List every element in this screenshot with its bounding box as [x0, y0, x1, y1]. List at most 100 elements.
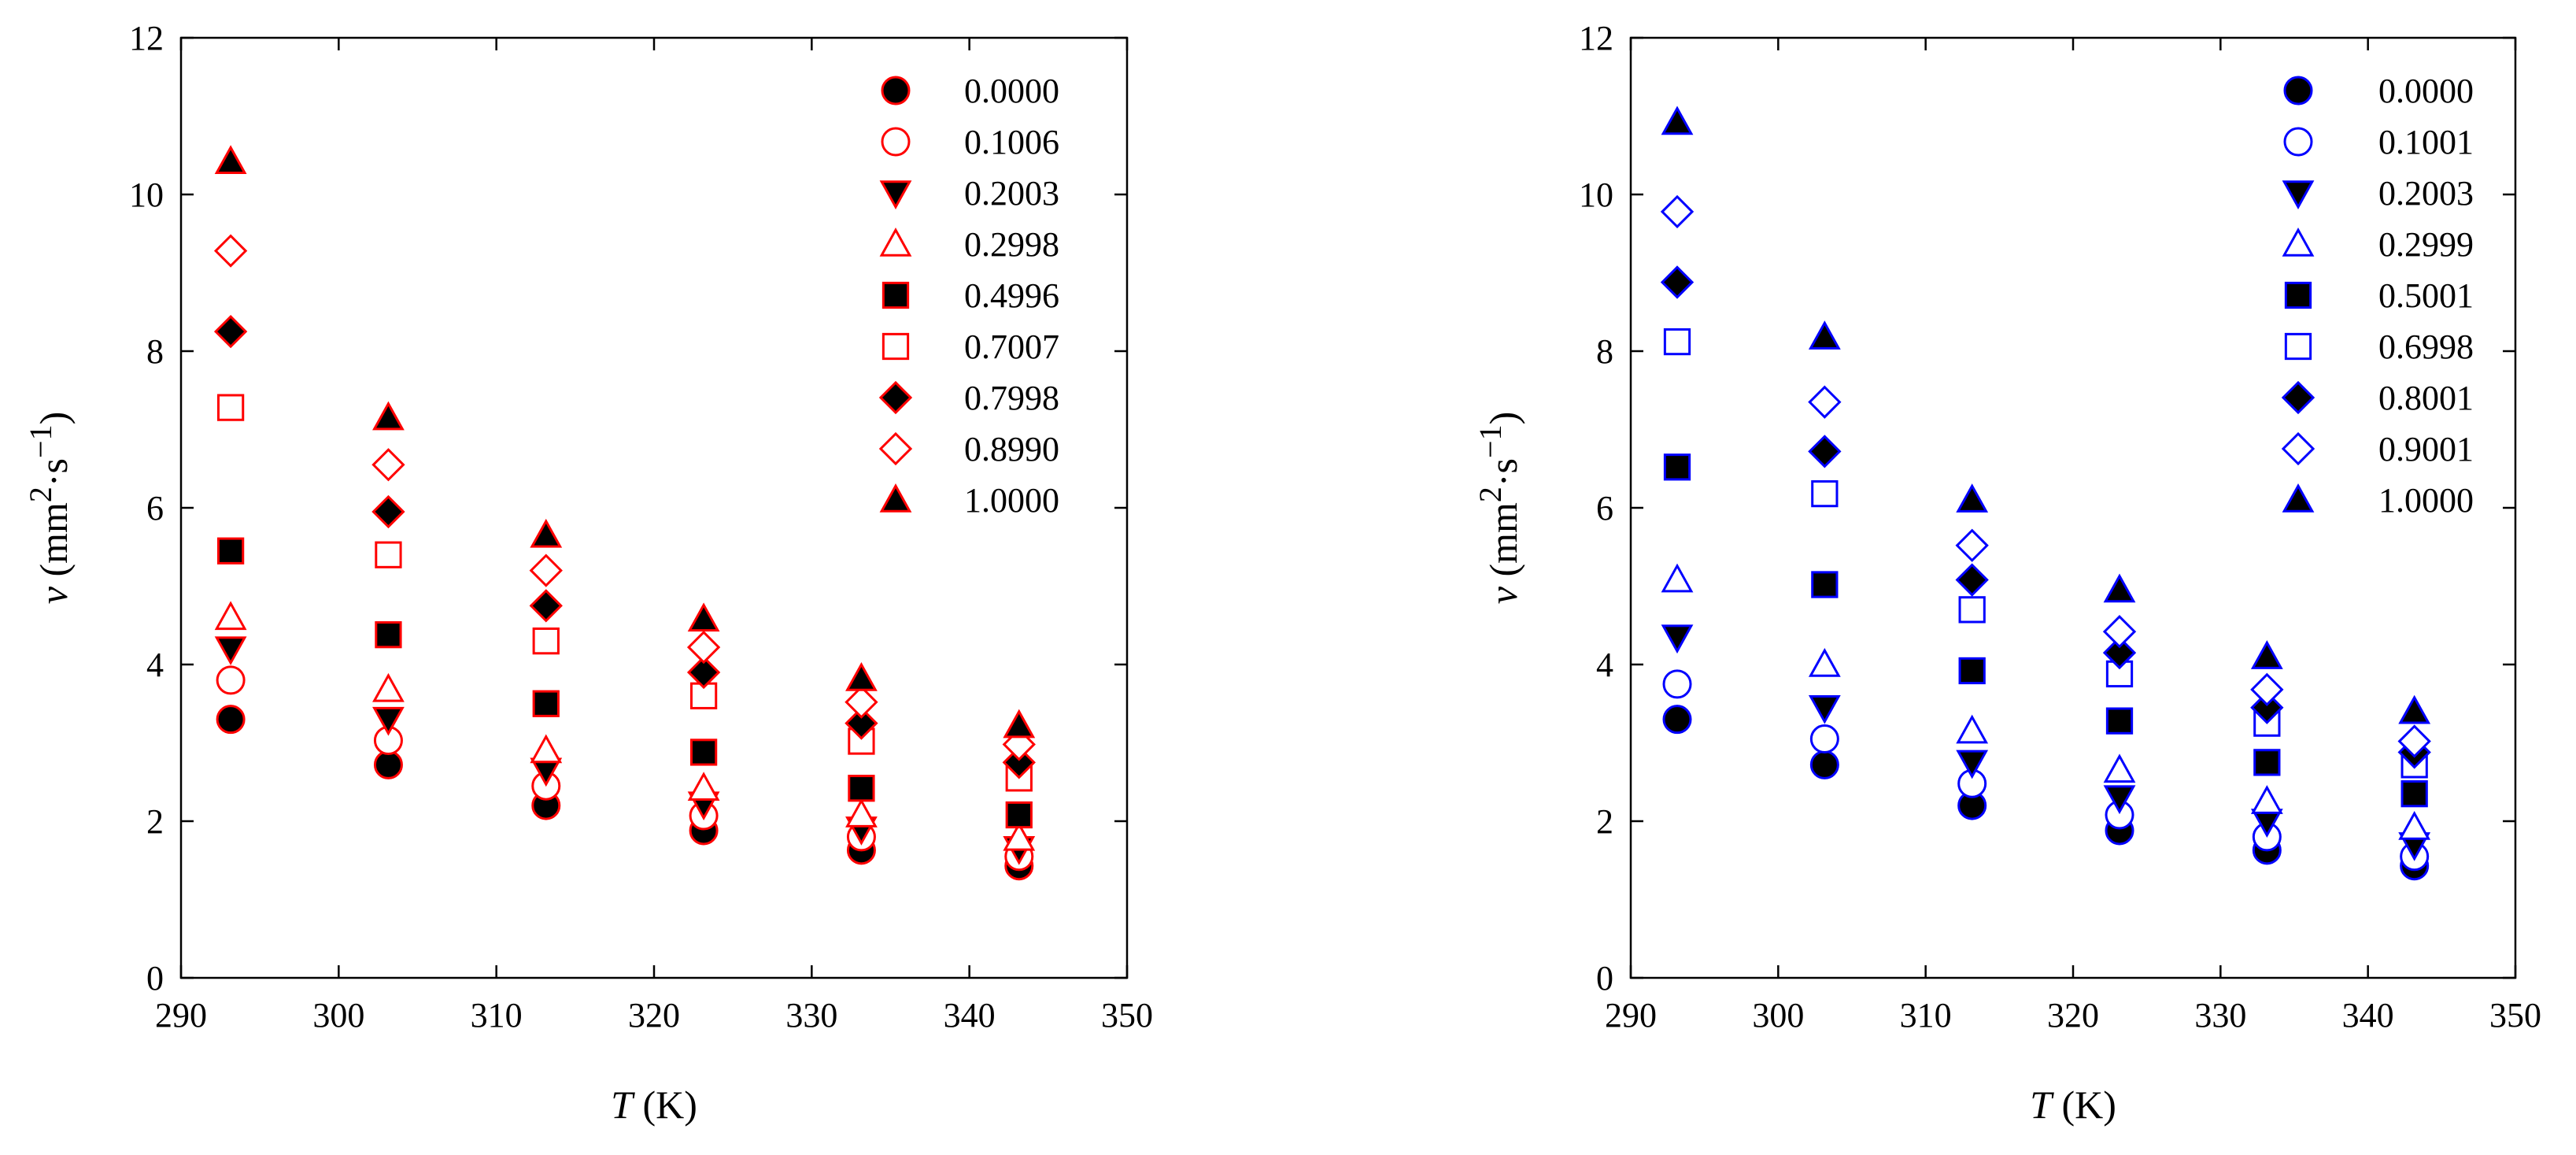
x-tick-label: 340 — [944, 996, 996, 1035]
legend-label: 0.2998 — [964, 225, 1059, 264]
legend-marker — [2281, 380, 2315, 415]
y-tick-label: 0 — [1596, 959, 1613, 998]
data-point — [1660, 194, 1695, 229]
x-axis-title: T (K) — [611, 1083, 697, 1127]
series-0.5001 — [1663, 453, 2428, 808]
x-tick-label: 350 — [2489, 996, 2541, 1035]
x-tick-label: 310 — [471, 996, 523, 1035]
series-0.1001 — [1662, 669, 2430, 872]
data-point — [1003, 821, 1036, 851]
legend-marker — [878, 380, 913, 415]
data-point — [373, 750, 403, 779]
y-tick-label: 10 — [129, 176, 164, 214]
data-point — [2105, 707, 2134, 735]
data-point — [1956, 714, 1989, 744]
data-point — [1809, 750, 1839, 779]
y-tick-label: 12 — [1579, 19, 1613, 57]
data-point — [532, 627, 560, 655]
legend-label: 0.1006 — [964, 123, 1059, 161]
data-point — [371, 448, 405, 482]
data-point — [1958, 596, 1986, 624]
legend-marker — [2284, 281, 2312, 309]
y-axis-exp2: −1 — [1473, 424, 1508, 458]
legend: 0.0000 0.1001 0.2003 0.2999 0.5001 0.6998 0.80… — [2281, 72, 2474, 520]
data-point — [845, 661, 878, 691]
x-tick-label: 300 — [312, 996, 364, 1035]
data-point — [1663, 453, 1691, 481]
data-point — [844, 685, 878, 719]
legend-marker — [2284, 332, 2312, 361]
data-point — [372, 401, 405, 431]
data-point — [689, 739, 718, 766]
y-axis-unit-prefix: (mm — [1481, 502, 1525, 587]
legend-label: 0.7007 — [964, 328, 1059, 366]
x-tick-label: 320 — [2047, 996, 2099, 1035]
data-point — [529, 553, 563, 587]
y-tick-label: 6 — [146, 489, 164, 528]
y-tick-label: 4 — [146, 646, 164, 684]
legend-label: 0.1001 — [2378, 123, 2474, 161]
data-point — [1002, 746, 1036, 779]
data-point — [687, 772, 720, 801]
y-tick-label: 2 — [146, 802, 164, 841]
data-point — [375, 541, 402, 568]
data-point — [1003, 709, 1036, 739]
legend-label: 1.0000 — [2378, 481, 2474, 520]
data-point — [2103, 573, 2136, 603]
legend-marker — [2282, 483, 2315, 513]
series-0.9001 — [1660, 194, 2431, 758]
data-point — [371, 494, 405, 529]
x-tick-label: 330 — [785, 996, 837, 1035]
legend-marker — [2281, 431, 2315, 466]
y-tick-label: 10 — [1579, 176, 1613, 214]
data-point — [1811, 479, 1839, 508]
y-axis-exp2: −1 — [23, 424, 58, 458]
data-point — [687, 602, 720, 632]
y-axis-exp1: 2 — [23, 487, 58, 502]
y-axis-unit-middle: ·s — [1481, 458, 1525, 487]
data-point — [1662, 705, 1692, 735]
legend-label: 0.8001 — [2378, 379, 2474, 417]
x-tick-label: 310 — [1900, 996, 1952, 1035]
legend-label: 0.0000 — [2378, 72, 2474, 110]
data-point — [372, 672, 405, 702]
data-point — [1660, 265, 1695, 299]
data-point — [2102, 615, 2137, 649]
legend-marker — [878, 431, 913, 466]
data-point — [213, 234, 248, 268]
data-point — [845, 798, 878, 827]
series-0.7007 — [216, 394, 1033, 792]
data-point — [2253, 749, 2281, 776]
legend-marker — [2283, 127, 2313, 157]
data-point — [214, 145, 247, 174]
legend-label: 1.0000 — [964, 481, 1059, 520]
data-point — [530, 734, 563, 764]
data-point — [1661, 563, 1694, 593]
legend-marker — [881, 281, 910, 309]
data-point — [686, 630, 721, 664]
data-point — [1661, 624, 1694, 654]
data-point — [2250, 640, 2283, 669]
y-axis-exp1: 2 — [1473, 487, 1508, 502]
data-point — [216, 665, 246, 695]
data-point — [1958, 657, 1986, 685]
y-axis-unit-suffix: ) — [31, 412, 76, 425]
legend-label: 0.9001 — [2378, 430, 2474, 468]
x-tick-label: 350 — [1101, 996, 1153, 1035]
data-point — [372, 706, 405, 736]
data-point — [529, 589, 563, 623]
data-point — [686, 655, 721, 690]
series-0.7998 — [213, 314, 1036, 779]
data-point — [1808, 320, 1841, 350]
data-point — [1955, 563, 1989, 597]
data-point — [2397, 724, 2431, 758]
data-point — [1005, 801, 1033, 829]
data-point — [1956, 483, 1989, 513]
data-point — [1955, 528, 1989, 562]
legend-label: 0.0000 — [964, 72, 1059, 110]
series-0.8990 — [213, 234, 1036, 761]
legend: 0.0000 0.1006 0.2003 0.2998 0.4996 0.7007 0.79… — [878, 72, 1059, 520]
y-tick-label: 12 — [129, 19, 164, 57]
legend-marker — [2282, 180, 2315, 209]
